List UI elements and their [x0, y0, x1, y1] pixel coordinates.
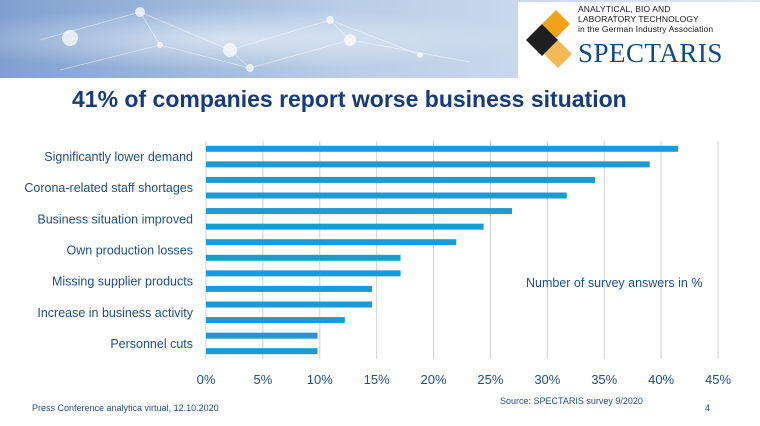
footer-source: Source: SPECTARIS survey 9/2020 — [500, 396, 643, 406]
bar — [206, 145, 679, 152]
chart-annotation: Number of survey answers in % — [526, 276, 703, 290]
category-label: Own production losses — [67, 244, 193, 258]
logo-line-2: LABORATORY TECHNOLOGY — [578, 14, 699, 24]
x-tick-label: 15% — [364, 372, 390, 387]
bar — [206, 208, 513, 215]
bar — [206, 348, 318, 355]
x-tick-label: 10% — [307, 372, 333, 387]
spectaris-logo: ANALYTICAL, BIO AND LABORATORY TECHNOLOG… — [518, 2, 760, 78]
bar — [206, 192, 567, 199]
x-tick-label: 25% — [477, 372, 503, 387]
slide-title: 41% of companies report worse business s… — [72, 86, 627, 112]
logo-wordmark: SPECTARIS — [578, 38, 723, 68]
bar — [206, 332, 318, 339]
category-label: Business situation improved — [37, 212, 193, 226]
category-label: Missing supplier products — [52, 275, 193, 289]
bar — [206, 301, 373, 308]
x-tick-label: 5% — [253, 372, 272, 387]
x-tick-label: 0% — [197, 372, 216, 387]
logo-line-3: in the German Industry Association — [578, 24, 714, 34]
bar — [206, 270, 401, 277]
category-label: Significantly lower demand — [44, 150, 193, 164]
bar — [206, 285, 373, 292]
category-label: Personnel cuts — [110, 337, 193, 351]
logo-cube-icon — [526, 10, 572, 68]
bar — [206, 239, 457, 246]
x-tick-label: 30% — [534, 372, 560, 387]
bar — [206, 176, 596, 183]
bar — [206, 223, 484, 230]
bar — [206, 254, 401, 261]
bar — [206, 161, 650, 168]
x-tick-label: 20% — [421, 372, 447, 387]
x-tick-label: 35% — [591, 372, 617, 387]
x-tick-label: 40% — [648, 372, 674, 387]
bar — [206, 317, 345, 324]
page-number: 4 — [705, 403, 711, 413]
category-label: Increase in business activity — [37, 306, 193, 320]
footer-event: Press Conference analytica virtual, 12.1… — [32, 403, 219, 413]
logo-line-1: ANALYTICAL, BIO AND — [578, 4, 671, 14]
x-tick-label: 45% — [705, 372, 731, 387]
category-label: Corona-related staff shortages — [24, 181, 193, 195]
